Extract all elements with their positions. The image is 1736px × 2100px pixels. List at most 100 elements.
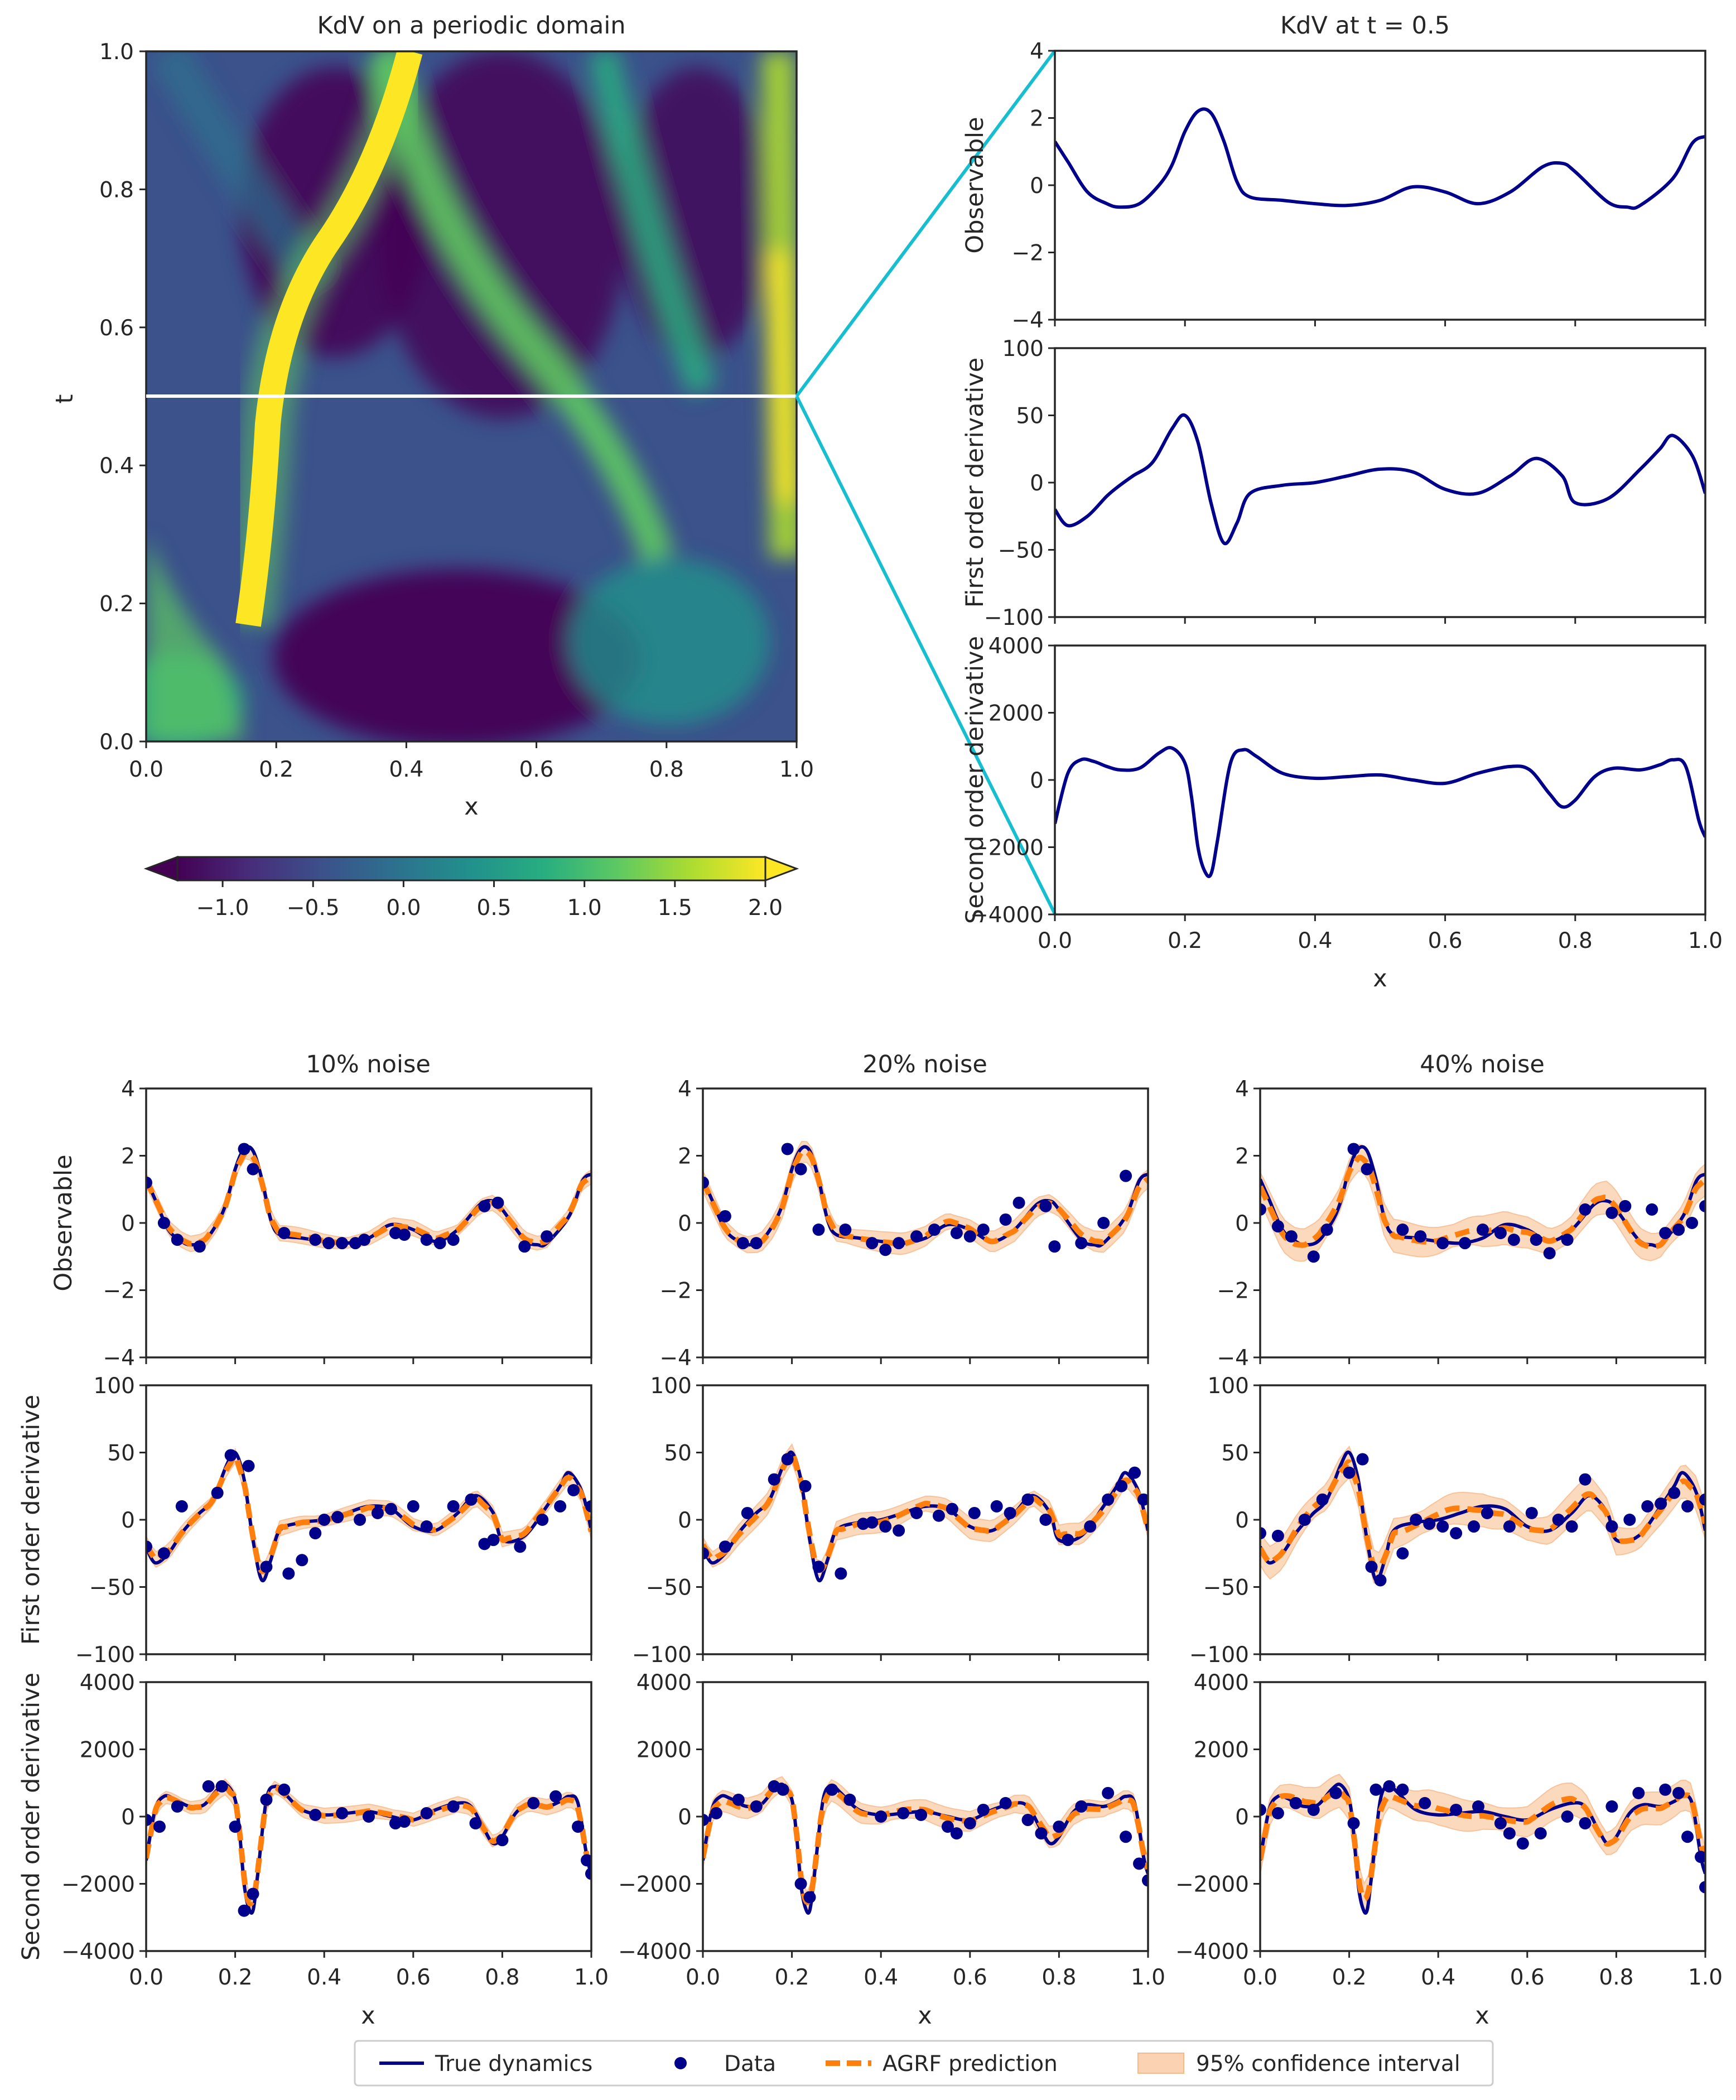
y-tick-label: 4: [678, 1077, 692, 1102]
x-tick-label: 0.6: [519, 757, 554, 782]
y-tick-label: −4: [1217, 1346, 1250, 1371]
x-tick-label: 0.2: [775, 1965, 809, 1990]
y-tick-label: 50: [1221, 1441, 1249, 1466]
x-tick-label: 0.0: [686, 1965, 720, 1990]
data-point: [1383, 1780, 1396, 1793]
colorbar-tick-label: −1.0: [196, 895, 249, 921]
data-point: [1021, 1814, 1034, 1827]
data-point: [963, 1817, 976, 1830]
data-point: [1641, 1500, 1654, 1513]
y-tick-label: 0.0: [99, 730, 134, 755]
data-point: [554, 1500, 567, 1513]
noise-x-label-1: x: [361, 2002, 375, 2030]
data-point: [146, 1176, 152, 1189]
data-point: [447, 1500, 460, 1513]
slice-panels: −4 −2 0 2 4 Observable −100 −50 0 50 100 First orde…: [961, 39, 1723, 953]
data-point: [572, 1820, 585, 1833]
legend-frame: [354, 2040, 1494, 2087]
x-tick-label: 0.2: [1332, 1965, 1367, 1990]
data-point: [1672, 1786, 1685, 1799]
x-tick-label: 1.0: [1131, 1965, 1165, 1990]
data-point: [928, 1224, 941, 1236]
slice-panel: −4 −2 0 2 4 Observable: [961, 39, 1706, 333]
x-tick-label: 1.0: [574, 1965, 609, 1990]
data-point: [1672, 1224, 1685, 1236]
x-tick-label: 0.2: [1168, 928, 1202, 953]
data-point: [229, 1820, 242, 1833]
data-point: [1260, 1203, 1266, 1216]
data-point: [518, 1240, 531, 1253]
data-point: [398, 1815, 411, 1828]
data-point: [1655, 1497, 1667, 1510]
heatmap-y-label: t: [51, 394, 79, 404]
data-point: [777, 1783, 789, 1796]
y-tick-label: 0: [1235, 1805, 1249, 1830]
panel-plot-area: [703, 1443, 1148, 1583]
y-tick-label: −4000: [1175, 1939, 1249, 1964]
data-point: [1681, 1831, 1694, 1843]
y-tick-label: 0: [1030, 471, 1044, 496]
panel-plot-area: [703, 1776, 1148, 1915]
data-point: [1459, 1237, 1472, 1250]
data-point: [839, 1224, 852, 1236]
data-point: [549, 1790, 562, 1803]
data-point: [1285, 1230, 1298, 1243]
data-point: [567, 1484, 580, 1496]
column-title-20: 20% noise: [862, 1051, 987, 1078]
y-tick-label: −50: [646, 1576, 692, 1601]
data-point: [1120, 1169, 1132, 1182]
data-point: [469, 1817, 482, 1830]
legend: True dynamics Data AGRF prediction 95% c…: [354, 2040, 1494, 2087]
noise-x-label-3: x: [1475, 2002, 1489, 2030]
heatmap-panel: KdV on a periodic domain 0.0 0.2 0.: [51, 12, 814, 821]
x-tick-label: 0.6: [1510, 1965, 1545, 1990]
data-point: [1561, 1234, 1574, 1246]
data-point: [363, 1810, 375, 1823]
data-point: [768, 1473, 780, 1486]
data-point: [1271, 1807, 1284, 1819]
noise-panel: −4 −2 0 2 4: [660, 1077, 1149, 1371]
data-point: [309, 1808, 322, 1821]
y-tick-label: 2000: [80, 1738, 135, 1763]
data-point: [897, 1807, 910, 1819]
y-axis-label: Observable: [961, 117, 989, 253]
data-point: [750, 1800, 763, 1813]
data-point: [946, 1502, 958, 1515]
x-tick-label: 0.6: [1428, 928, 1463, 953]
x-tick-label: 0.0: [129, 757, 163, 782]
true-dynamics-line: [1260, 1450, 1705, 1583]
data-point: [910, 1506, 923, 1519]
data-point: [1699, 1200, 1705, 1212]
agrf-prediction-line: [1260, 1459, 1705, 1573]
data-point: [1646, 1203, 1658, 1216]
y-tick-label: −100: [75, 1643, 135, 1668]
data-point: [420, 1234, 433, 1246]
y-tick-label: 2: [1235, 1144, 1249, 1169]
data-point: [1396, 1224, 1409, 1236]
confidence-band: [703, 1140, 1148, 1255]
y-axis-label: Observable: [50, 1154, 78, 1291]
data-point: [1347, 1143, 1360, 1155]
heatmap-field: [146, 51, 797, 741]
x-tick-label: 0.8: [1599, 1965, 1633, 1990]
colorbar-tick-label: −0.5: [287, 895, 340, 921]
data-point: [1084, 1520, 1097, 1533]
x-tick-label: 0.8: [649, 757, 684, 782]
data-point: [750, 1237, 763, 1250]
data-point: [1632, 1786, 1645, 1799]
data-point: [1039, 1200, 1052, 1212]
data-point: [941, 1820, 954, 1833]
data-point: [447, 1234, 460, 1246]
y-tick-label: 2000: [636, 1738, 692, 1763]
data-point: [260, 1560, 273, 1573]
data-point: [171, 1234, 184, 1246]
data-point: [1436, 1237, 1449, 1250]
heatmap-title: KdV on a periodic domain: [317, 12, 625, 40]
data-point: [1605, 1800, 1618, 1813]
y-tick-label: −2000: [1175, 1872, 1249, 1897]
data-point: [496, 1834, 509, 1847]
y-tick-label: 50: [1016, 404, 1044, 429]
data-point: [175, 1500, 188, 1513]
data-point: [238, 1143, 250, 1155]
x-tick-label: 1.0: [1688, 928, 1723, 953]
